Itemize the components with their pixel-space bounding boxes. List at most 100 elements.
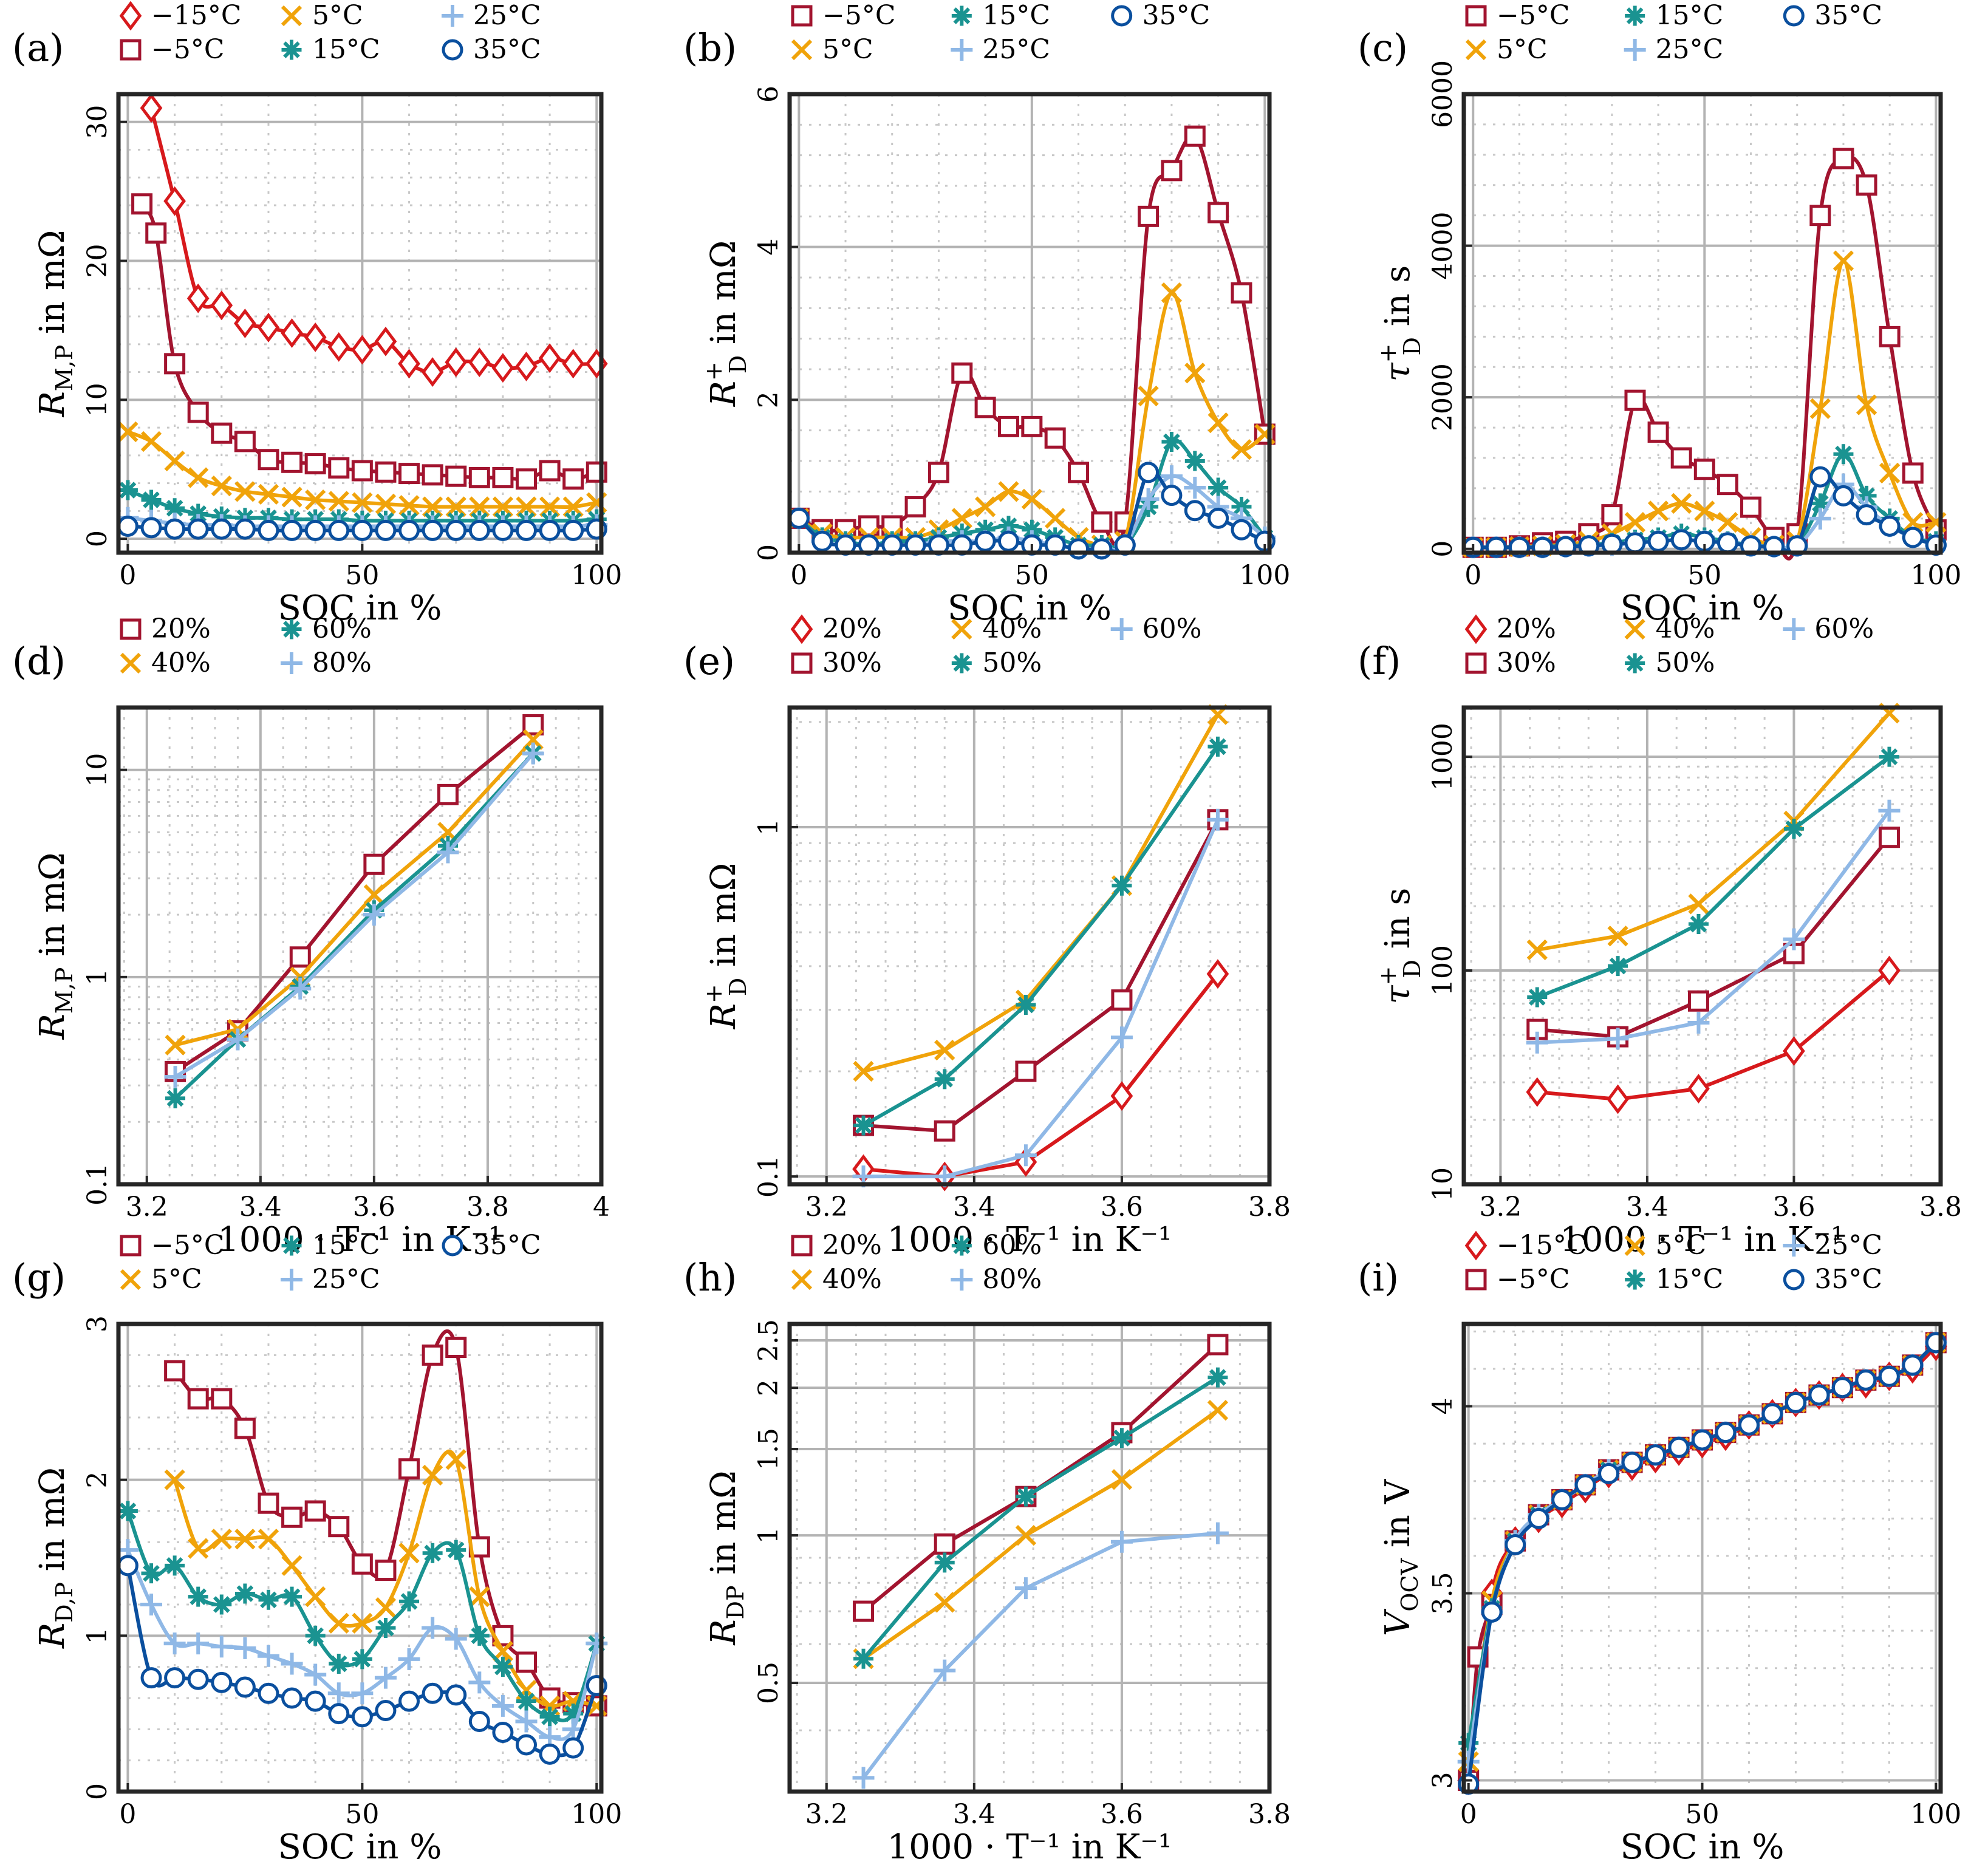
- legend-marker: [119, 1, 142, 31]
- x-axis-label: SOC in %: [1621, 588, 1785, 628]
- data-point-5: [468, 519, 490, 541]
- x-tick-label: 3.8: [466, 1192, 509, 1223]
- data-point-1: [211, 422, 233, 444]
- data-point-5: [1505, 1533, 1526, 1555]
- data-point-3: [140, 1594, 163, 1615]
- legend: 20%40% 60%80%: [120, 613, 372, 678]
- legend-label: 25°C: [473, 0, 541, 31]
- data-point-3: [304, 1663, 327, 1686]
- legend-item: 20%: [791, 1230, 882, 1261]
- data-point-0: [1161, 160, 1183, 182]
- legend-marker: [281, 1235, 302, 1256]
- legend-label: −5°C: [822, 0, 896, 31]
- data-point-1: [1111, 989, 1133, 1011]
- data-point-1: [1015, 1060, 1037, 1082]
- legend-item: −5°C: [791, 0, 896, 31]
- data-point-1: [1184, 363, 1206, 384]
- data-point-2: [1607, 926, 1628, 947]
- legend-marker: [1465, 39, 1487, 61]
- legend-label: 25°C: [982, 34, 1050, 65]
- x-tick-label: 3.4: [1626, 1192, 1669, 1223]
- legend-marker: [281, 619, 302, 640]
- data-point-1: [328, 1612, 349, 1634]
- legend-label: 5°C: [1497, 34, 1548, 65]
- data-point-3: [1137, 488, 1160, 510]
- data-point-3: [1783, 819, 1804, 839]
- data-point-1: [1045, 508, 1066, 529]
- data-point-0: [515, 352, 538, 381]
- data-point-5: [1808, 1384, 1830, 1406]
- legend-item: 25°C: [951, 34, 1050, 65]
- legend: −15°C−5°C 5°C15°C 25°C35°C: [119, 0, 541, 65]
- data-point-1: [422, 464, 443, 486]
- data-point-0: [934, 1533, 955, 1555]
- data-point-3: [374, 1666, 397, 1689]
- data-point-1: [1161, 282, 1183, 304]
- data-point-2: [1112, 1428, 1132, 1448]
- data-point-0: [1693, 459, 1715, 480]
- y-tick-label: 1.5: [753, 1428, 784, 1470]
- data-point-5: [1855, 1369, 1877, 1391]
- data-point-0: [351, 335, 374, 365]
- data-point-5: [304, 519, 326, 541]
- data-point-1: [304, 453, 326, 475]
- series-group: [1462, 148, 1947, 561]
- x-tick-label: 0: [1464, 560, 1481, 591]
- data-point-1: [1207, 1399, 1229, 1421]
- data-point-3: [422, 1617, 444, 1639]
- data-point-2: [1856, 485, 1877, 506]
- y-tick-label: 4: [753, 239, 784, 256]
- data-point-5: [117, 516, 138, 537]
- data-point-5: [1692, 1429, 1713, 1451]
- data-point-5: [1715, 1422, 1737, 1444]
- legend-label: 20%: [822, 613, 882, 644]
- legend-label: 25°C: [1656, 34, 1724, 65]
- data-point-1: [258, 449, 279, 471]
- legend-item: 40%: [791, 1264, 882, 1295]
- data-point-5: [1528, 1507, 1549, 1529]
- legend-marker: [120, 39, 142, 61]
- data-point-2: [305, 1625, 326, 1646]
- data-point-0: [491, 353, 514, 383]
- data-point-2: [282, 1586, 302, 1607]
- data-point-3: [1112, 875, 1132, 896]
- legend-label: 35°C: [473, 34, 541, 65]
- plot-frame: [116, 92, 604, 555]
- x-axis-label: SOC in %: [278, 588, 442, 628]
- series-line-1: [174, 738, 535, 1047]
- series-group: [1457, 1331, 1947, 1795]
- data-point-3: [163, 1632, 186, 1655]
- y-axis-label: R+D in mΩ: [700, 240, 751, 408]
- data-point-5: [1645, 1444, 1667, 1466]
- legend-label: 60%: [1143, 613, 1202, 644]
- legend-marker: [951, 1235, 972, 1256]
- data-point-4: [1647, 530, 1669, 552]
- data-point-0: [951, 362, 973, 384]
- data-point-1: [281, 451, 303, 473]
- legend-marker: [1465, 652, 1487, 674]
- panel-h: 3.2 3.4 3.6 3.8 0.5 1 1.5 2 2.5 1000 · T⁻¹ in K⁻¹…: [683, 1230, 1291, 1867]
- data-point-2: [1184, 451, 1205, 471]
- data-point-2: [188, 467, 209, 488]
- legend-label: 35°C: [1143, 0, 1211, 31]
- legend-marker: [442, 1235, 463, 1257]
- data-point-1: [211, 1529, 232, 1550]
- series-line-3: [174, 752, 535, 1079]
- x-tick-label: 3.8: [1248, 1192, 1291, 1223]
- data-point-3: [165, 498, 185, 519]
- data-point-2: [1231, 497, 1252, 517]
- data-point-3: [1014, 1577, 1037, 1600]
- plot-frame: [116, 1322, 604, 1794]
- data-point-4: [492, 1721, 514, 1743]
- legend-marker: [791, 652, 813, 674]
- legend-item: 50%: [1625, 647, 1715, 678]
- data-point-1: [951, 508, 972, 529]
- x-tick-label: 100: [571, 560, 622, 591]
- x-tick-label: 3.2: [126, 1192, 168, 1223]
- x-tick-label: 3.4: [239, 1192, 282, 1223]
- data-point-0: [1879, 326, 1901, 347]
- series-group: [164, 714, 544, 1108]
- data-point-2: [539, 1707, 560, 1727]
- y-axis-label: VOCV in V: [1378, 1478, 1423, 1636]
